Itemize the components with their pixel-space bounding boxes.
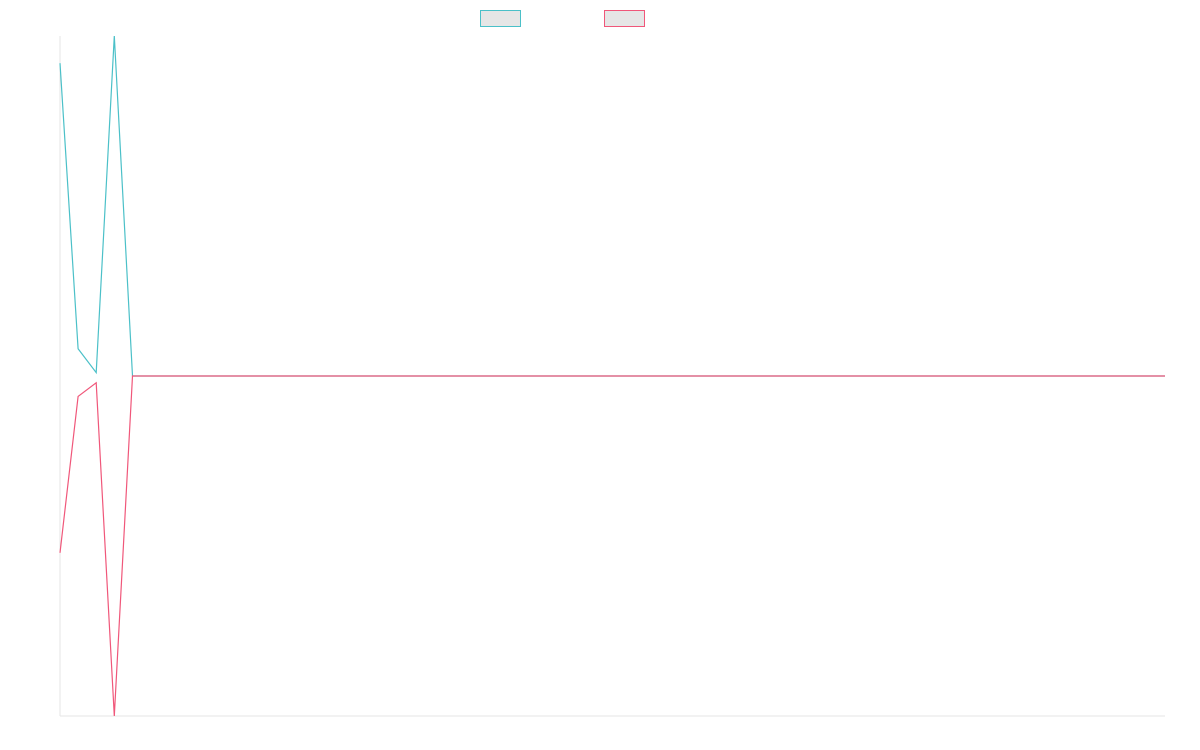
series-line-1	[59, 35, 1165, 377]
series-line-2	[59, 375, 1165, 717]
axes	[59, 36, 1165, 717]
series-group	[59, 35, 1165, 717]
legend	[480, 10, 645, 27]
legend-swatch-2[interactable]	[604, 10, 645, 27]
legend-swatch-1[interactable]	[480, 10, 521, 27]
